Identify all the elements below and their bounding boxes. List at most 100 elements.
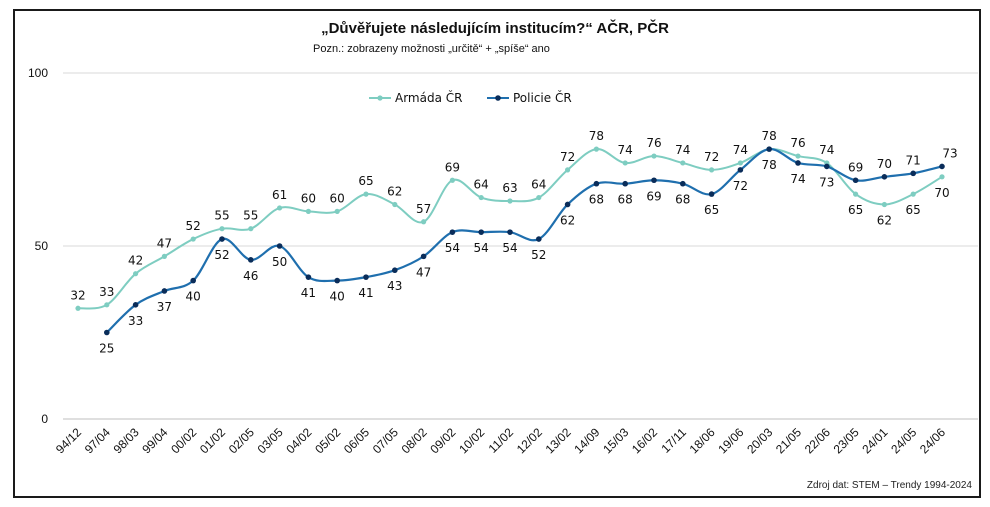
- x-tick-label: 22/06: [802, 425, 833, 456]
- armada-point: [392, 201, 398, 208]
- policie-point: [334, 277, 341, 284]
- policie-data-label: 73: [942, 146, 957, 160]
- legend-policie-label: Policie ČR: [513, 90, 572, 105]
- policie-data-label: 46: [243, 269, 258, 283]
- policie-point: [420, 253, 427, 260]
- x-tick-label: 07/05: [370, 425, 401, 456]
- armada-point: [104, 302, 110, 308]
- armada-point: [421, 219, 427, 225]
- armada-data-label: 65: [906, 203, 921, 217]
- policie-data-label: 33: [128, 314, 143, 328]
- chart-source: Zdroj dat: STEM – Trendy 1994-2024: [806, 480, 972, 491]
- chart-title: „Důvěřujete následujícím institucím?“ AČ…: [321, 20, 669, 37]
- armada-data-label: 55: [214, 209, 229, 223]
- policie-point: [564, 201, 571, 208]
- armada-point: [881, 201, 888, 208]
- armada-data-label: 65: [358, 174, 373, 188]
- policie-data-label: 78: [762, 158, 777, 172]
- chart-frame: [13, 9, 981, 498]
- policie-point: [939, 163, 945, 170]
- x-tick-label: 04/02: [283, 425, 314, 456]
- x-tick-label: 18/06: [687, 425, 718, 456]
- policie-data-label: 54: [502, 241, 517, 255]
- armada-point: [795, 153, 801, 159]
- armada-data-label: 62: [387, 184, 402, 198]
- policie-data-label: 69: [646, 189, 661, 203]
- armada-data-label: 62: [877, 213, 892, 227]
- x-tick-label: 01/02: [197, 425, 228, 456]
- x-tick-label: 21/05: [773, 425, 804, 456]
- armada-point: [190, 236, 196, 242]
- chart-subtitle: Pozn.: zobrazeny možnosti „určitě“ + „sp…: [313, 43, 550, 55]
- armada-point: [219, 226, 225, 232]
- armada-data-label: 69: [445, 160, 460, 174]
- armada-data-label: 57: [416, 202, 431, 216]
- armada-data-label: 76: [790, 136, 805, 150]
- policie-data-label: 74: [790, 172, 805, 186]
- x-tick-label: 99/04: [139, 425, 170, 456]
- policie-point: [392, 267, 398, 274]
- legend-armada-marker: [377, 95, 383, 101]
- armada-point: [622, 160, 628, 166]
- policie-point: [449, 229, 456, 235]
- armada-data-label: 74: [618, 143, 633, 157]
- x-tick-label: 17/11: [658, 425, 689, 456]
- policie-data-label: 41: [301, 286, 316, 300]
- x-tick-label: 11/02: [486, 425, 517, 456]
- armada-point: [939, 174, 945, 180]
- y-tick-label: 0: [41, 412, 48, 426]
- policie-point: [276, 243, 283, 249]
- armada-point: [853, 191, 859, 197]
- armada-data-label: 60: [330, 191, 345, 205]
- armada-data-label: 74: [733, 143, 748, 157]
- policie-point: [593, 180, 600, 187]
- armada-point: [565, 167, 571, 173]
- policie-data-label: 69: [848, 160, 863, 174]
- policie-point: [248, 257, 254, 263]
- policie-data-label: 40: [330, 290, 345, 304]
- policie-point: [824, 163, 830, 170]
- y-tick-label: 50: [35, 239, 49, 253]
- legend-armada-label: Armáda ČR: [395, 90, 462, 105]
- armada-data-label: 65: [848, 203, 863, 217]
- policie-data-label: 50: [272, 255, 287, 269]
- armada-point: [305, 208, 311, 214]
- x-tick-label: 13/02: [543, 425, 574, 456]
- policie-data-label: 37: [157, 300, 172, 314]
- x-tick-label: 24/01: [859, 425, 890, 456]
- armada-point: [737, 160, 744, 166]
- y-tick-label: 100: [28, 66, 48, 80]
- armada-data-label: 74: [819, 143, 834, 157]
- policie-point: [104, 329, 110, 336]
- policie-data-label: 70: [877, 157, 892, 171]
- x-tick-label: 94/12: [53, 425, 84, 456]
- x-tick-label: 24/05: [888, 425, 919, 456]
- policie-point: [507, 229, 513, 235]
- x-tick-label: 10/02: [456, 425, 487, 456]
- armada-data-label: 64: [474, 178, 489, 192]
- policie-data-label: 41: [358, 286, 373, 300]
- policie-data-label: 52: [214, 248, 229, 262]
- armada-point: [651, 153, 657, 159]
- policie-data-label: 25: [99, 342, 114, 356]
- policie-data-label: 68: [589, 193, 604, 207]
- policie-point: [708, 191, 715, 197]
- policie-data-label: 72: [733, 179, 748, 193]
- policie-point: [766, 146, 772, 152]
- x-tick-label: 20/03: [744, 425, 775, 456]
- policie-point: [795, 160, 801, 166]
- armada-data-label: 76: [646, 136, 661, 150]
- armada-point: [478, 194, 484, 201]
- x-tick-label: 02/05: [226, 425, 257, 456]
- policie-point: [363, 274, 369, 280]
- x-tick-label: 03/05: [255, 425, 286, 456]
- x-tick-label: 00/02: [168, 425, 199, 456]
- armada-data-label: 72: [704, 150, 719, 164]
- policie-data-label: 68: [675, 193, 690, 207]
- armada-data-label: 78: [589, 129, 604, 143]
- armada-point: [248, 226, 254, 232]
- armada-data-label: 63: [502, 181, 517, 195]
- x-tick-label: 09/02: [427, 425, 458, 456]
- x-tick-label: 16/02: [629, 425, 660, 456]
